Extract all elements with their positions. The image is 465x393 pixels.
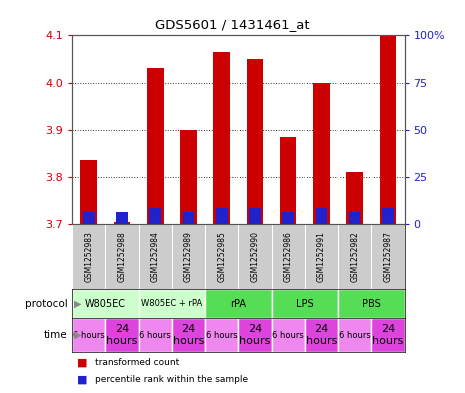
Text: GSM1252986: GSM1252986 [284,231,292,282]
Bar [282,212,294,224]
Text: 24
hours: 24 hours [372,324,404,346]
Bar [249,208,261,224]
Text: ▶: ▶ [74,299,82,309]
Bar [316,208,327,224]
Text: 24
hours: 24 hours [106,324,138,346]
Bar [180,130,197,224]
Text: GSM1252982: GSM1252982 [350,231,359,282]
Text: 24
hours: 24 hours [239,324,271,346]
Bar [105,318,139,352]
Bar [372,318,405,352]
Text: ▶: ▶ [74,330,82,340]
Bar [83,212,94,224]
Text: transformed count: transformed count [95,358,179,367]
Text: GSM1252983: GSM1252983 [84,231,93,282]
Text: GSM1252985: GSM1252985 [217,231,226,282]
Bar [149,208,161,224]
Text: GSM1252990: GSM1252990 [251,231,259,282]
Bar [382,208,394,224]
Bar [80,160,97,224]
Text: ■: ■ [77,357,87,367]
Bar [272,289,338,318]
Text: 24
hours: 24 hours [173,324,204,346]
Text: W805EC: W805EC [85,299,126,309]
Bar [205,318,239,352]
Bar [147,68,164,224]
Bar [239,318,272,352]
Text: PBS: PBS [362,299,381,309]
Text: 6 hours: 6 hours [272,331,304,340]
Text: 6 hours: 6 hours [339,331,371,340]
Text: GSM1252988: GSM1252988 [118,231,126,282]
Bar [116,212,128,224]
Bar [213,52,230,224]
Text: GSM1252987: GSM1252987 [384,231,392,282]
Bar [205,289,272,318]
Text: GSM1252991: GSM1252991 [317,231,326,282]
Bar [113,222,130,224]
Bar [338,289,405,318]
Text: rPA: rPA [230,299,246,309]
Bar [280,137,297,224]
Text: 6 hours: 6 hours [140,331,171,340]
Text: time: time [44,330,67,340]
Bar [72,289,139,318]
Bar [272,318,305,352]
Text: 24
hours: 24 hours [306,324,337,346]
Text: GDS5601 / 1431461_at: GDS5601 / 1431461_at [155,18,310,31]
Text: protocol: protocol [25,299,67,309]
Text: 6 hours: 6 hours [206,331,238,340]
Text: W805EC + rPA: W805EC + rPA [141,299,202,308]
Bar [305,318,338,352]
Text: GSM1252989: GSM1252989 [184,231,193,282]
Bar [139,289,205,318]
Bar [183,212,194,224]
Bar [346,172,363,224]
Text: 6 hours: 6 hours [73,331,105,340]
Bar [216,208,227,224]
Bar [172,318,205,352]
Text: percentile rank within the sample: percentile rank within the sample [95,375,248,384]
Bar [246,59,263,224]
Bar [72,318,105,352]
Bar [338,318,371,352]
Bar [379,35,396,224]
Bar [139,318,172,352]
Bar [313,83,330,224]
Bar [349,212,360,224]
Text: GSM1252984: GSM1252984 [151,231,159,282]
Text: ■: ■ [77,375,87,385]
Text: LPS: LPS [296,299,313,309]
